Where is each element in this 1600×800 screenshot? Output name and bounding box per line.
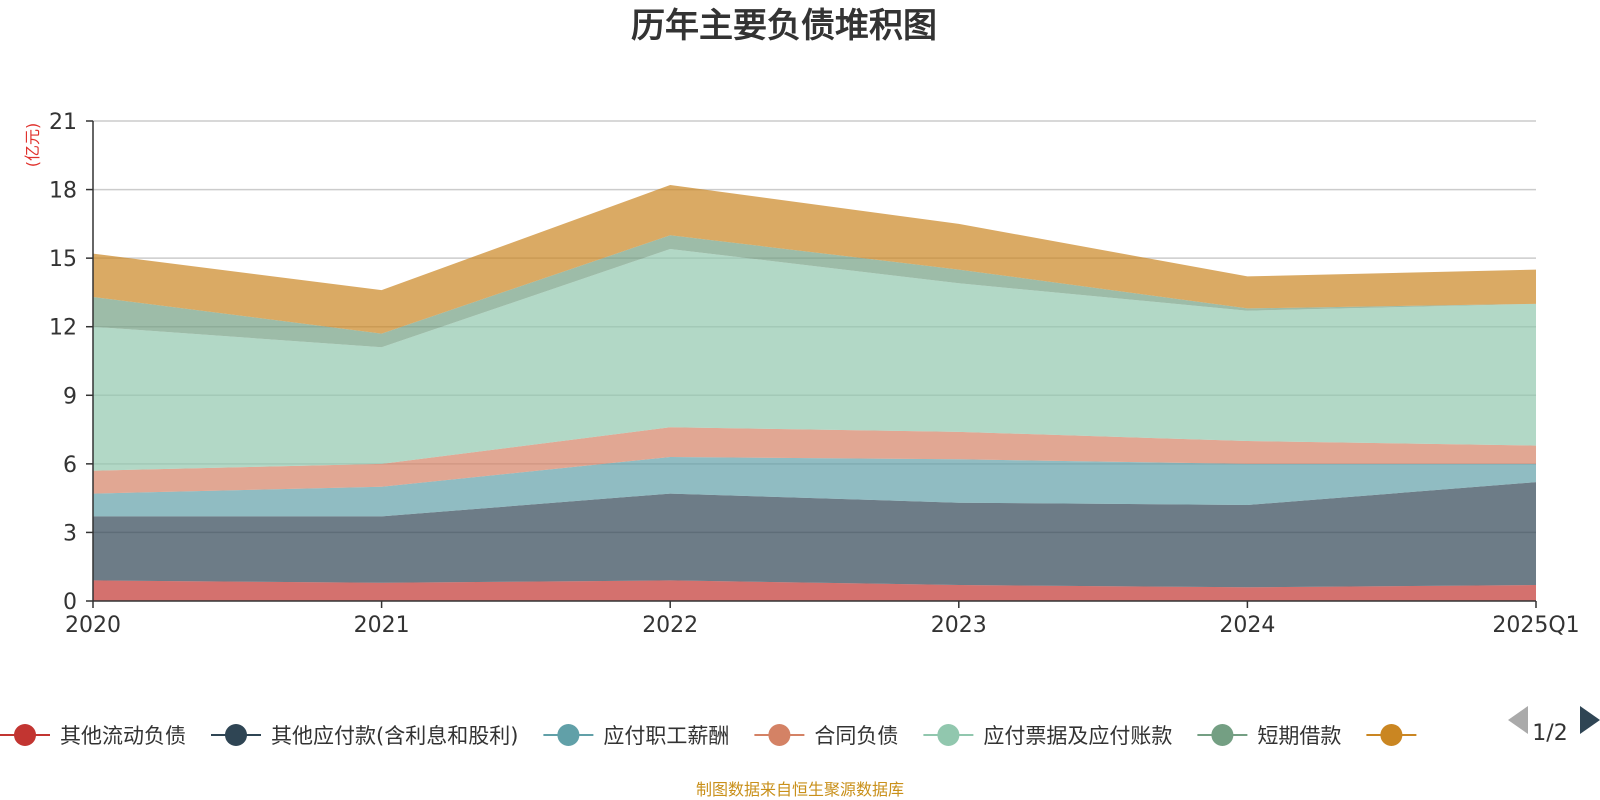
area-series-5[interactable]: [93, 235, 1536, 348]
y-tick-label-7: 21: [49, 110, 77, 135]
y-tick-label-1: 3: [63, 521, 77, 546]
legend-label-0: 其他流动负债: [60, 724, 186, 748]
area-series-0[interactable]: [93, 580, 1536, 601]
legend-item-3[interactable]: 合同负债: [754, 724, 898, 748]
legend-page-indicator: 1/2: [1532, 721, 1567, 746]
legend-marker-icon: [768, 724, 791, 746]
y-tick-label-6: 18: [49, 179, 77, 204]
legend-item-0[interactable]: 其他流动负债: [0, 724, 186, 748]
stacked-areas: [93, 185, 1536, 601]
legend[interactable]: 其他流动负债 其他应付款(含利息和股利) 应付职工薪酬 合同负债 应付票据及应付账款 短期…: [0, 724, 1417, 748]
y-axis-unit-label: (亿元): [23, 123, 42, 168]
legend-label-3: 合同负债: [814, 724, 898, 748]
area-series-1[interactable]: [93, 482, 1536, 588]
legend-item-5[interactable]: 短期借款: [1197, 724, 1341, 748]
x-tick-label-1: 2021: [354, 613, 410, 638]
x-tick-label-4: 2024: [1219, 613, 1275, 638]
area-series-6[interactable]: [93, 185, 1536, 334]
legend-marker-icon: [14, 724, 36, 746]
legend-prev-arrow-icon[interactable]: [1508, 706, 1528, 734]
y-tick-label-4: 12: [49, 316, 77, 341]
legend-label-1: 其他应付款(含利息和股利): [271, 724, 518, 748]
legend-marker-icon: [937, 724, 960, 746]
y-tick-label-5: 15: [49, 247, 77, 272]
source-note: 制图数据来自恒生聚源数据库: [696, 780, 904, 799]
area-series-3[interactable]: [93, 427, 1536, 494]
legend-label-5: 短期借款: [1257, 724, 1341, 748]
legend-marker-icon: [1211, 724, 1234, 746]
legend-item-1[interactable]: 其他应付款(含利息和股利): [211, 724, 518, 748]
legend-item-4[interactable]: 应付票据及应付账款: [923, 724, 1172, 748]
y-tick-label-3: 9: [63, 384, 77, 409]
legend-label-2: 应付职工薪酬: [603, 724, 729, 748]
legend-item-6[interactable]: [1366, 724, 1417, 746]
x-tick-label-0: 2020: [65, 613, 121, 638]
area-series-2[interactable]: [93, 457, 1536, 517]
legend-items: 其他流动负债 其他应付款(含利息和股利) 应付职工薪酬 合同负债 应付票据及应付账款 短期…: [0, 724, 1417, 748]
y-tick-labels: 0 3 6 9 12 15 18 21: [49, 110, 77, 615]
chart-title: 历年主要负债堆积图: [631, 6, 937, 46]
y-tick-label-2: 6: [63, 453, 77, 478]
x-tick-label-2: 2022: [642, 613, 698, 638]
x-tick-label-5: 2025Q1: [1492, 613, 1579, 638]
x-tick-labels: 2020 2021 2022 2023 2024 2025Q1: [65, 613, 1580, 638]
legend-item-2[interactable]: 应付职工薪酬: [543, 724, 729, 748]
axes: [86, 120, 1537, 608]
y-tick-label-0: 0: [63, 590, 77, 615]
legend-marker-icon: [225, 724, 247, 746]
legend-label-4: 应付票据及应付账款: [983, 724, 1172, 748]
legend-marker-icon: [557, 724, 580, 746]
area-series-4[interactable]: [93, 249, 1536, 471]
legend-pager: 1/2: [1508, 706, 1600, 746]
legend-marker-icon: [1380, 724, 1403, 746]
legend-next-arrow-icon[interactable]: [1580, 706, 1600, 734]
x-tick-label-3: 2023: [931, 613, 987, 638]
